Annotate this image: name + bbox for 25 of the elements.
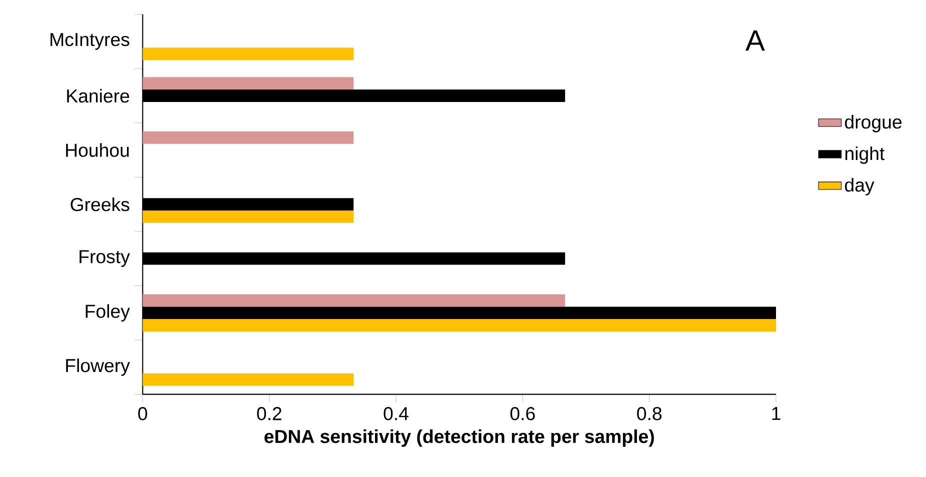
y-tick-label: Greeks	[70, 197, 130, 212]
legend-label: night	[845, 146, 885, 164]
annotation: A	[745, 30, 765, 51]
y-tick-label: McIntyres	[50, 33, 130, 50]
y-tick-label: Frosty	[80, 250, 130, 267]
bar	[142, 210, 354, 223]
y-tick-label: Houhou	[66, 143, 129, 157]
y-tick-label: Foley	[86, 304, 130, 322]
bar	[142, 48, 354, 60]
y-tick-label: Kaniere	[67, 88, 130, 103]
legend-label: drogue	[845, 114, 902, 132]
bar	[142, 319, 776, 332]
bar	[142, 294, 566, 307]
x-tick-label: 1	[772, 407, 780, 420]
x-tick-label: 0	[138, 407, 148, 420]
x-axis-title: eDNA sensitivity (detection rate per sample)	[264, 429, 654, 447]
x-tick-label: 0.6	[510, 407, 535, 420]
x-tick-label: 0.4	[384, 407, 408, 420]
bar	[142, 77, 354, 90]
bar	[142, 373, 354, 386]
bar	[142, 131, 354, 144]
y-tick-label: Flowery	[66, 358, 130, 376]
x-tick-label: 0.8	[637, 407, 662, 420]
legend-label: day	[845, 178, 874, 196]
x-tick-label: 0.2	[257, 407, 282, 420]
